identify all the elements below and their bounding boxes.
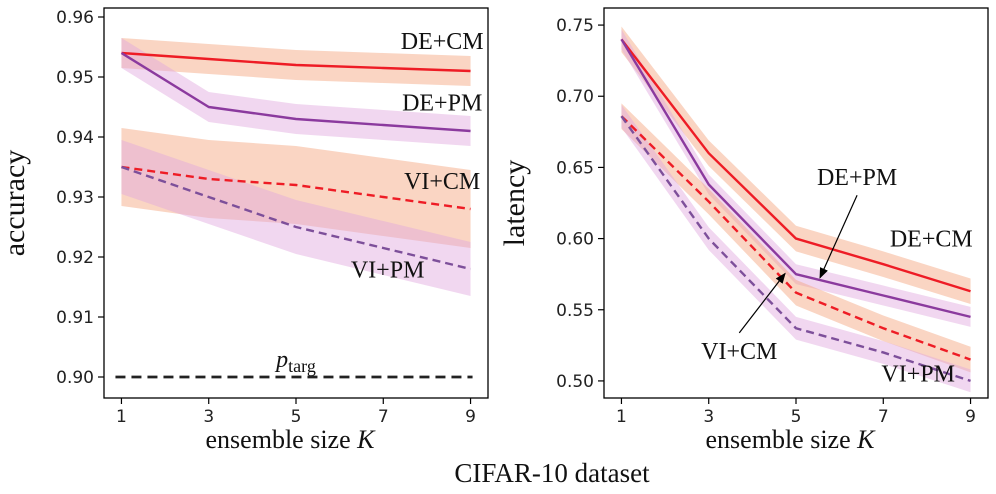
latency-y-tick-label-0-55: 0.55	[556, 301, 594, 321]
accuracy-annotation-vi-cm: VI+CM	[404, 169, 480, 195]
accuracy-x-tick-label-9: 9	[465, 407, 476, 427]
latency-annotation-vi-cm: VI+CM	[701, 339, 777, 365]
accuracy-band-vi-cm	[121, 128, 471, 248]
accuracy-y-tick-label-0-91: 0.91	[56, 308, 94, 328]
latency-y-tick-label-0-75: 0.75	[556, 16, 594, 36]
latency-line-de-pm	[620, 38, 971, 319]
latency-y-tick-label-0-65: 0.65	[556, 158, 594, 178]
accuracy-target-label: ptarg	[274, 347, 316, 376]
latency-x-tick-label-3: 3	[703, 407, 714, 427]
accuracy-line-de-cm	[121, 51, 471, 73]
latency-x-axis-label: ensemble size K	[706, 425, 877, 454]
latency-annotations: DE+PM DE+CM VI+CM VI+PM	[701, 165, 973, 387]
accuracy-lines	[120, 51, 471, 271]
latency-line-de-cm	[620, 38, 971, 293]
accuracy-line-vi-pm	[121, 165, 471, 271]
latency-x-tick-label-7: 7	[878, 407, 889, 427]
latency-y-tick-label-0-70: 0.70	[556, 87, 594, 107]
accuracy-y-tick-label-0-92: 0.92	[56, 248, 94, 268]
accuracy-band-de-cm	[121, 38, 471, 86]
latency-line-vi-pm	[620, 115, 971, 383]
latency-y-tick-label-0-50: 0.50	[556, 372, 594, 392]
accuracy-y-ticks: 0.90 0.91 0.92 0.93 0.94 0.95 0.96	[56, 8, 104, 388]
latency-y-axis-label: latency	[498, 160, 531, 247]
latency-line-vi-cm	[620, 115, 971, 361]
accuracy-x-ticks: 1 3 5 7 9	[116, 398, 476, 427]
accuracy-annotations: DE+CM DE+PM VI+CM VI+PM	[351, 29, 484, 284]
accuracy-band-de-pm	[121, 38, 471, 146]
latency-arrow-vi-cm	[738, 272, 786, 334]
latency-band-de-cm	[621, 26, 971, 305]
accuracy-bands	[121, 38, 471, 296]
accuracy-annotation-de-pm: DE+PM	[402, 91, 482, 117]
accuracy-band-vi-pm	[121, 140, 471, 296]
latency-arrow-de-pm	[819, 194, 858, 279]
latency-band-de-pm	[621, 29, 971, 327]
accuracy-y-tick-label-0-90: 0.90	[56, 368, 94, 388]
accuracy-y-tick-label-0-96: 0.96	[56, 8, 94, 28]
latency-x-tick-label-1: 1	[616, 407, 627, 427]
latency-x-tick-label-9: 9	[965, 407, 976, 427]
accuracy-line-vi-cm	[121, 165, 471, 211]
accuracy-annotation-de-cm: DE+CM	[401, 29, 484, 55]
accuracy-x-tick-label-1: 1	[116, 407, 127, 427]
accuracy-x-tick-label-5: 5	[291, 407, 302, 427]
accuracy-annotation-vi-pm: VI+PM	[351, 257, 425, 283]
latency-annotation-de-cm: DE+CM	[890, 226, 973, 252]
accuracy-y-tick-label-0-94: 0.94	[56, 128, 94, 148]
latency-annotation-de-pm: DE+PM	[817, 165, 897, 191]
accuracy-x-tick-label-3: 3	[203, 407, 214, 427]
accuracy-line-de-pm	[120, 51, 471, 133]
accuracy-y-axis-label: accuracy	[0, 150, 31, 257]
latency-band-vi-pm	[621, 104, 971, 393]
latency-annotation-vi-pm: VI+PM	[881, 361, 955, 387]
accuracy-y-tick-label-0-93: 0.93	[56, 188, 94, 208]
accuracy-reference: ptarg	[115, 347, 473, 379]
accuracy-y-tick-label-0-95: 0.95	[56, 68, 94, 88]
latency-x-ticks: 1 3 5 7 9	[616, 398, 976, 427]
latency-lines	[620, 38, 971, 383]
accuracy-x-axis-label: ensemble size K	[206, 425, 377, 454]
latency-x-tick-label-5: 5	[791, 407, 802, 427]
latency-y-tick-label-0-60: 0.60	[556, 230, 594, 250]
figure-caption: CIFAR-10 dataset	[454, 458, 650, 488]
latency-bands	[621, 26, 971, 393]
accuracy-x-tick-label-7: 7	[378, 407, 389, 427]
latency-y-ticks: 0.50 0.55 0.60 0.65 0.70 0.75	[556, 16, 604, 392]
latency-band-vi-cm	[621, 103, 971, 373]
